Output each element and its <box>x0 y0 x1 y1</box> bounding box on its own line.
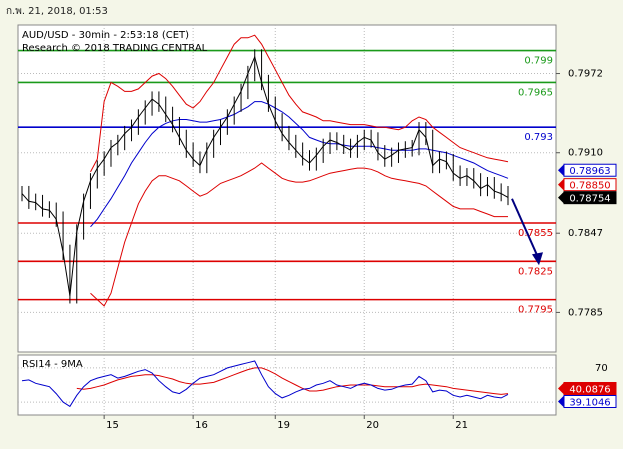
level-label: 0.7825 <box>518 266 553 277</box>
timestamp-label: ก.พ. 21, 2018, 01:53 <box>6 6 108 17</box>
price-badge-pointer <box>558 191 564 204</box>
price-badge-pointer <box>558 178 564 191</box>
level-label: 0.7855 <box>518 228 553 239</box>
bollinger-lower-line <box>90 162 508 307</box>
x-tick-label: 15 <box>106 420 119 431</box>
main-price-panel: 0.799 0.7965 0.793 0.7855 0.7825 0.7795 0.797… <box>17 24 617 353</box>
level-label: 0.7795 <box>518 305 553 316</box>
rsi-line <box>21 360 509 408</box>
rsi-badge-pointer <box>558 395 564 408</box>
rsi-tick-label: 70 <box>595 363 608 374</box>
x-tick-label: 20 <box>366 420 379 431</box>
moving-average-line <box>90 101 509 228</box>
level-label: 0.7965 <box>518 87 553 98</box>
rsi-badge-label: 39.1046 <box>569 397 610 408</box>
level-label: 0.793 <box>524 132 553 143</box>
price-badge-label: 0.78850 <box>569 181 610 192</box>
level-label: 0.799 <box>524 56 553 67</box>
x-axis: 15 16 19 20 21 <box>103 415 468 431</box>
x-tick-label: 21 <box>455 420 468 431</box>
rsi-badge-label: 40.0876 <box>569 384 610 395</box>
x-tick-label: 16 <box>195 420 208 431</box>
price-badge-pointer <box>558 164 564 177</box>
main-plot-background <box>17 24 557 353</box>
forecast-arrow-head <box>532 252 543 266</box>
price-badge-label: 0.78963 <box>569 166 610 177</box>
rsi-plot-background <box>17 354 557 416</box>
rsi-badge-pointer <box>558 382 564 395</box>
price-line <box>21 55 509 296</box>
rsi-ma-line <box>76 367 509 395</box>
y-tick-label: 0.7785 <box>568 307 603 318</box>
forecast-arrow-line <box>511 198 539 258</box>
bollinger-upper-line <box>90 34 509 173</box>
y-tick-label: 0.7972 <box>568 69 603 80</box>
x-tick-label: 19 <box>277 420 290 431</box>
rsi-title: RSI14 - 9MA <box>22 359 83 370</box>
y-tick-label: 0.7847 <box>568 228 603 239</box>
y-tick-label: 0.7910 <box>568 148 603 159</box>
chart-title: AUD/USD - 30min - 2:53:18 (CET) <box>22 30 189 41</box>
chart-subtitle: Research © 2018 TRADING CENTRAL <box>22 43 208 54</box>
price-badge-label: 0.78754 <box>569 194 610 205</box>
